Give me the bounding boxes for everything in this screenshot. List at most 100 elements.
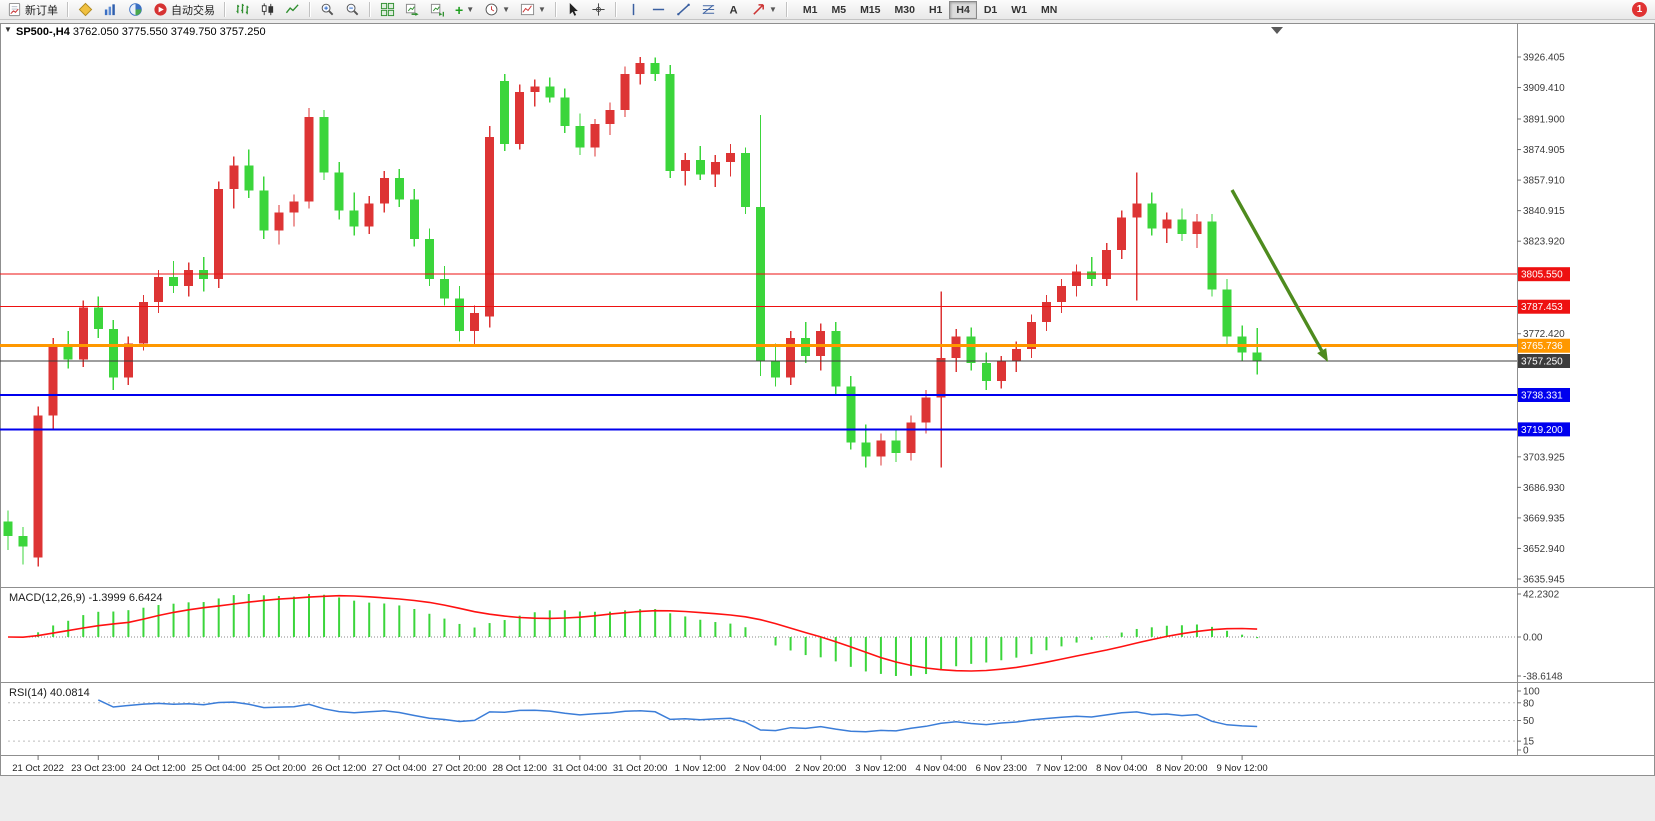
price-chart-canvas[interactable]: 3926.405 3909.410 3891.900 3874.905 3857.910… [0, 20, 1655, 821]
candlestick-chart-icon [261, 3, 274, 16]
svg-text:3765.736: 3765.736 [1521, 341, 1563, 352]
price-axis[interactable]: 3926.405 3909.410 3891.900 3874.905 3857.910… [1517, 53, 1565, 586]
cursor-button[interactable] [561, 1, 586, 19]
text-button[interactable]: A [721, 1, 746, 19]
svg-text:6 Nov 23:00: 6 Nov 23:00 [976, 763, 1027, 774]
timeframe-button-m30[interactable]: M30 [888, 1, 922, 19]
chart-area[interactable]: 3926.405 3909.410 3891.900 3874.905 3857.910… [0, 20, 1655, 821]
line-chart-button[interactable] [280, 1, 305, 19]
vertical-line-icon [632, 3, 635, 16]
timeframe-button-d1[interactable]: D1 [977, 1, 1004, 19]
one-click-trading-icon[interactable]: ▼ [4, 25, 12, 34]
navigator-button[interactable] [123, 1, 148, 19]
horizontal-line-button[interactable] [646, 1, 671, 19]
price-badge [1518, 422, 1570, 437]
svg-text:50: 50 [1523, 716, 1535, 727]
zoom-out-button[interactable] [340, 1, 365, 19]
templates-button[interactable]: ▼ [515, 1, 551, 19]
auto-trading-label: 自动交易 [171, 4, 215, 17]
candle-body [620, 73, 630, 110]
arrows-button[interactable]: ▼ [746, 1, 782, 19]
time-axis[interactable]: 21 Oct 2022 23 Oct 23:00 24 Oct 12:00 25 Oc… [12, 755, 1268, 774]
candle-body [1026, 321, 1036, 349]
tile-windows-button[interactable] [375, 1, 400, 19]
candle-body [1252, 352, 1262, 361]
timeframe-button-h4[interactable]: H4 [949, 0, 977, 19]
svg-text:25 Oct 04:00: 25 Oct 04:00 [191, 763, 245, 774]
metaeditor-icon [78, 2, 93, 17]
svg-text:3738.331: 3738.331 [1521, 390, 1563, 401]
notification-badge[interactable]: 1 [1632, 2, 1647, 17]
timeframe-button-w1[interactable]: W1 [1004, 1, 1034, 19]
candle-body [1041, 302, 1051, 322]
svg-text:3874.905: 3874.905 [1523, 145, 1565, 156]
price-badge [1518, 338, 1570, 353]
trendline-button[interactable] [671, 1, 696, 19]
svg-text:3857.910: 3857.910 [1523, 176, 1565, 187]
periods-clock-icon [485, 3, 498, 16]
candle-body [575, 126, 585, 148]
trendline-icon [677, 3, 690, 16]
market-watch-button[interactable] [98, 1, 123, 19]
metaeditor-button[interactable] [73, 1, 98, 19]
candle-body [786, 338, 796, 378]
candle-body [18, 535, 28, 547]
zoom-in-icon [321, 3, 334, 16]
periods-button[interactable]: ▼ [479, 1, 515, 19]
timeframe-button-h1[interactable]: H1 [922, 1, 949, 19]
auto-scroll-button[interactable] [400, 1, 425, 19]
candle-body [1117, 217, 1127, 251]
chart-shift-marker-icon[interactable] [1271, 27, 1283, 34]
arrows-icon [753, 4, 764, 15]
svg-text:26 Oct 12:00: 26 Oct 12:00 [312, 763, 366, 774]
candle-body [1072, 271, 1082, 286]
timeframe-toolbar: M1 M5 M15 M30 H1 H4 D1 W1 MN [796, 0, 1064, 19]
price-badge [1518, 299, 1570, 314]
svg-text:25 Oct 20:00: 25 Oct 20:00 [252, 763, 306, 774]
candle-body [590, 124, 600, 148]
candle-body [1102, 250, 1112, 279]
svg-text:3772.420: 3772.420 [1523, 329, 1565, 340]
candle-body [78, 307, 88, 360]
text-icon: A [729, 5, 737, 17]
crosshair-button[interactable] [586, 1, 611, 19]
zoom-out-icon [346, 3, 359, 16]
candle-body [515, 91, 525, 144]
timeframe-button-m1[interactable]: M1 [796, 1, 825, 19]
toolbar-separator [614, 2, 617, 17]
candlestick-chart-button[interactable] [255, 1, 280, 19]
timeframe-button-m5[interactable]: M5 [824, 1, 853, 19]
candle-body [1177, 219, 1187, 234]
new-order-button[interactable]: 新订单 [2, 1, 63, 19]
timeframe-button-mn[interactable]: MN [1034, 1, 1064, 19]
trend-arrow[interactable] [1230, 189, 1328, 362]
candle-body [756, 206, 765, 362]
candle-body [319, 117, 329, 173]
fibonacci-button[interactable] [696, 1, 721, 19]
indicators-button[interactable]: + ▼ [450, 1, 479, 19]
dropdown-caret-icon: ▼ [466, 4, 475, 14]
chart-symbol: SP500-,H4 [16, 26, 70, 38]
candle-body [861, 442, 871, 457]
bars-chart-icon [236, 3, 249, 15]
price-badge [1518, 267, 1570, 282]
chart-shift-button[interactable] [425, 1, 450, 19]
indicators-plus-icon: + [455, 1, 464, 18]
zoom-in-button[interactable] [315, 1, 340, 19]
candle-body [891, 440, 901, 454]
candle-body [394, 178, 404, 200]
vertical-line-button[interactable] [621, 1, 646, 19]
candle-body [1087, 271, 1097, 279]
timeframe-button-m15[interactable]: M15 [853, 1, 887, 19]
svg-text:31 Oct 20:00: 31 Oct 20:00 [613, 763, 667, 774]
auto-trading-button[interactable]: 自动交易 [148, 1, 220, 19]
dropdown-caret-icon: ▼ [768, 4, 777, 14]
market-watch-icon [104, 4, 115, 16]
bars-chart-button[interactable] [230, 1, 255, 19]
svg-text:3719.200: 3719.200 [1521, 425, 1563, 436]
candle-body [740, 152, 750, 207]
candle-body [33, 415, 43, 558]
svg-text:24 Oct 12:00: 24 Oct 12:00 [131, 763, 185, 774]
chart-ohlc-values: 3762.050 3775.550 3749.750 3757.250 [72, 26, 266, 38]
candle-body [831, 330, 841, 387]
